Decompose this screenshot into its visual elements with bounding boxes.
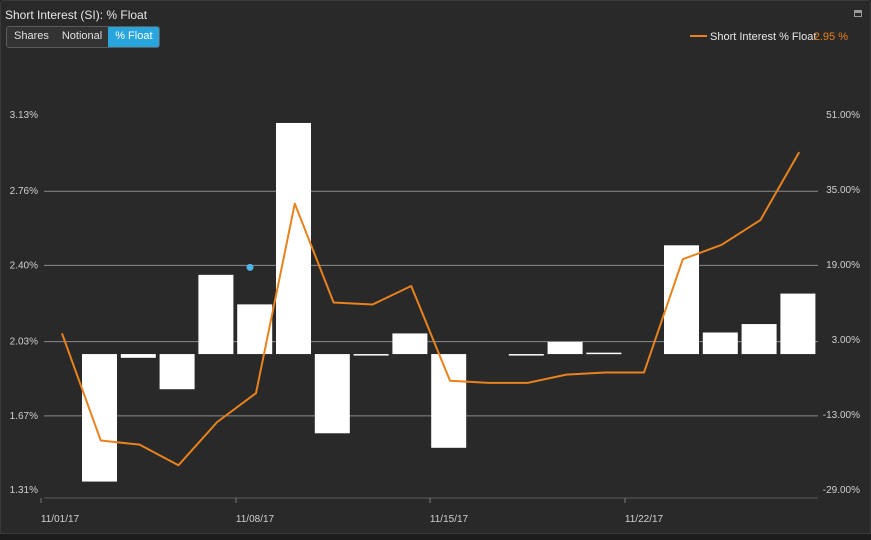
left-axis-label: 3.13% (10, 110, 38, 121)
x-tick-label: 11/22/17 (625, 514, 664, 525)
bar-mark (120, 354, 156, 358)
right-axis-label: 35.00% (826, 185, 860, 196)
bar-mark (780, 293, 816, 355)
right-axis-label: -13.00% (823, 410, 860, 421)
left-axis-label: 2.40% (10, 260, 38, 271)
bar-mark (276, 122, 311, 355)
view-tabs: Shares Notional % Float (6, 26, 160, 48)
bar-mark (392, 333, 428, 355)
hover-marker (246, 263, 254, 271)
window-maximize-icon[interactable] (854, 10, 862, 17)
right-axis-label: 3.00% (832, 335, 860, 346)
x-tick-label: 11/15/17 (430, 514, 469, 525)
bar-mark (547, 341, 583, 355)
left-axis-label: 1.67% (10, 411, 38, 422)
legend-value: 2.95 % (814, 31, 848, 43)
right-axis-label: 19.00% (826, 260, 860, 271)
legend-label: Short Interest % Float (710, 31, 816, 43)
x-tick-label: 11/01/17 (41, 514, 80, 525)
short-interest-line (61, 151, 801, 467)
bar-mark (586, 352, 622, 355)
bar-mark (159, 354, 195, 390)
left-axis-label: 2.76% (10, 186, 38, 197)
bar-mark (198, 274, 234, 355)
bar-mark (353, 354, 389, 356)
left-axis-label: 1.31% (10, 485, 38, 496)
left-axis-label: 2.03% (10, 337, 38, 348)
bar-mark (508, 354, 544, 356)
bar-mark (82, 354, 117, 482)
right-axis-label: -29.00% (823, 485, 860, 496)
right-axis-label: 51.00% (826, 110, 860, 121)
bar-mark (702, 332, 738, 355)
x-tick-label: 11/08/17 (236, 514, 275, 525)
tab-notional[interactable]: Notional (61, 30, 103, 42)
bottom-scroll-strip[interactable] (0, 533, 871, 540)
bar-mark (237, 304, 273, 355)
tab-shares[interactable]: Shares (14, 30, 49, 42)
panel-title: Short Interest (SI): % Float (5, 8, 148, 22)
bar-mark (741, 324, 777, 355)
tab-float[interactable]: % Float (108, 27, 159, 47)
bar-mark (314, 354, 350, 434)
bar-mark (431, 354, 467, 448)
